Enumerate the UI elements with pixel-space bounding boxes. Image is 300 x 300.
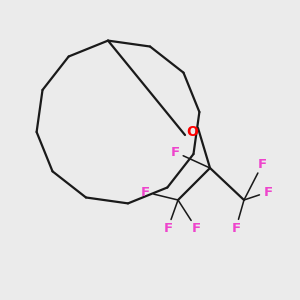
Text: F: F xyxy=(231,221,241,235)
Text: F: F xyxy=(170,146,180,158)
Text: F: F xyxy=(263,185,273,199)
Text: F: F xyxy=(164,221,172,235)
Text: O: O xyxy=(186,125,198,139)
Text: F: F xyxy=(140,185,150,199)
Text: F: F xyxy=(191,221,201,235)
Text: F: F xyxy=(257,158,267,172)
